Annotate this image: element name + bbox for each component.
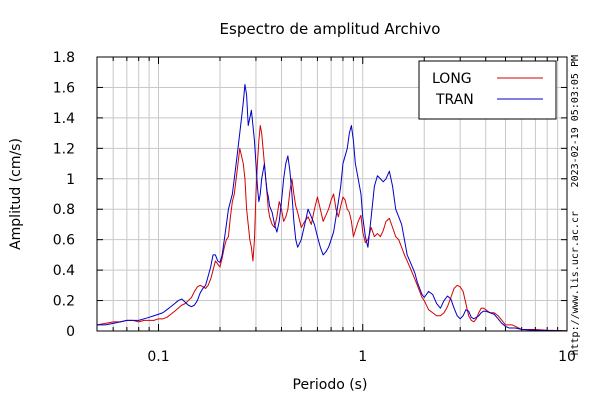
x-axis-label: Periodo (s) [293,377,368,393]
y-axis-label: Amplitud (cm/s) [8,138,24,250]
timestamp-label: 2023-02-19 05:03:05 PM [570,55,581,187]
y-tick-label: 0.6 [53,233,75,249]
legend-box [418,60,557,120]
legend-label-long: LONG [432,71,472,87]
x-tick-label: 10 [558,349,576,365]
chart-title: Espectro de amplitud Archivo [220,20,441,38]
y-tick-label: 1 [66,172,75,188]
x-tick-label: 0.1 [147,349,169,365]
series-layer [96,83,568,332]
x-tick-label: 1 [358,349,367,365]
series-line-tran [97,83,568,332]
y-tick-label: 1.2 [53,141,75,157]
legend: LONG TRAN [418,60,557,120]
plot-frame [96,56,568,332]
y-tick-label: 0.4 [53,263,75,279]
legend-label-tran: TRAN [435,92,474,108]
series-line-long [96,125,568,332]
source-url: http://www.lis.ucr.ac.cr [570,211,581,356]
y-tick-label: 1.4 [53,111,75,127]
y-tick-label: 0.8 [53,202,75,218]
y-tick-label: 1.6 [53,80,75,96]
y-tick-label: 0 [66,324,75,340]
y-tick-label: 1.8 [53,50,75,66]
axis-ticks: 0 0.2 0.4 0.6 0.8 1 1.2 1.4 1.6 1.8 0.1 1 10 [53,50,576,365]
y-tick-label: 0.2 [53,294,75,310]
